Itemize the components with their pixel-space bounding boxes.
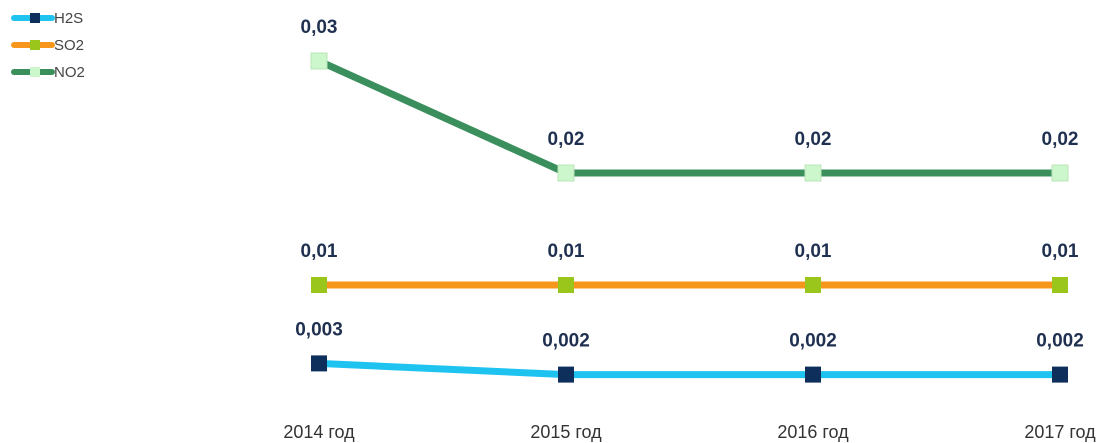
x-tick-label: 2014 год: [283, 422, 355, 442]
data-label: 0,02: [548, 129, 585, 150]
legend-label: H2S: [54, 10, 83, 27]
marker: [1051, 164, 1069, 182]
legend-marker: [30, 13, 40, 23]
x-tick-label: 2016 год: [777, 422, 849, 442]
marker: [311, 355, 327, 372]
legend-label: NO2: [54, 64, 85, 81]
data-label: 0,01: [301, 241, 338, 262]
marker: [805, 366, 821, 383]
marker: [557, 164, 575, 182]
marker: [310, 52, 328, 70]
data-label: 0,003: [295, 319, 343, 340]
legend-marker: [30, 67, 40, 77]
marker: [804, 164, 822, 182]
data-label: 0,01: [795, 241, 832, 262]
data-label: 0,02: [1042, 129, 1079, 150]
x-tick-label: 2017 год: [1024, 422, 1096, 442]
data-label: 0,002: [1036, 331, 1084, 352]
marker: [558, 277, 574, 293]
data-label: 0,002: [542, 331, 590, 352]
marker: [311, 277, 327, 293]
marker: [805, 277, 821, 293]
data-label: 0,02: [795, 129, 832, 150]
data-label: 0,01: [548, 241, 585, 262]
marker: [1052, 277, 1068, 293]
series-line: [318, 359, 1060, 379]
series-line: [317, 57, 1060, 177]
x-tick-label: 2015 год: [530, 422, 602, 442]
data-label: 0,01: [1042, 241, 1079, 262]
marker: [1052, 366, 1068, 383]
data-label: 0,03: [301, 17, 338, 38]
data-label: 0,002: [789, 331, 837, 352]
marker: [558, 366, 574, 383]
legend-label: SO2: [54, 37, 84, 54]
legend-marker: [30, 40, 40, 50]
